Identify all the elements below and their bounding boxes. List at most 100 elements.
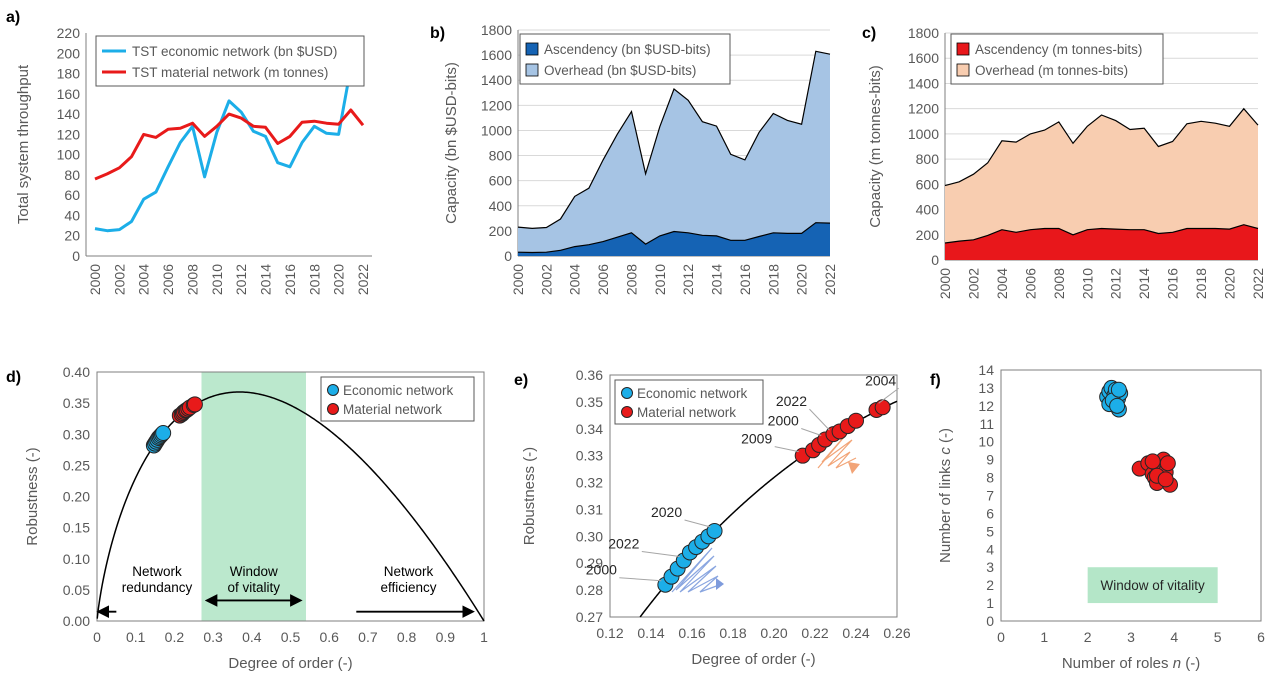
- material-trajectory-arrowhead: [848, 462, 860, 474]
- y-tick-label: 0.27: [576, 609, 603, 625]
- y-tick-label: 120: [57, 126, 81, 142]
- y-tick-label: 1: [986, 595, 994, 611]
- legend-swatch-1: [956, 63, 970, 77]
- x-tick-label: 0.14: [637, 625, 664, 641]
- year-label-leader: [809, 408, 830, 431]
- y-tick-label: 400: [916, 202, 940, 218]
- y-tick-label: 1200: [908, 101, 939, 117]
- panel-label: b): [430, 25, 445, 42]
- area-ascendency: [945, 224, 1258, 260]
- legend-box: [519, 33, 731, 85]
- y-tick-label: 7: [986, 488, 994, 504]
- legend-swatch-1: [525, 63, 539, 77]
- x-tick-label: 2006: [1022, 268, 1038, 299]
- y-tick-label: 1800: [908, 25, 939, 41]
- panel-label: d): [6, 369, 21, 386]
- y-tick-label: 0.25: [63, 457, 90, 473]
- x-tick-label: 2012: [233, 264, 249, 295]
- legend-marker-1: [327, 403, 339, 415]
- year-label: 2000: [586, 562, 617, 578]
- y-tick-label: 6: [986, 505, 994, 521]
- y-tick-label: 0.32: [576, 475, 603, 491]
- x-tick-label: 2022: [355, 264, 371, 295]
- x-tick-label: 2: [1084, 629, 1092, 645]
- panel-a: a) 0 20 40 60 80 100 120 140 160 180 200 220 2000 2002…: [6, 9, 372, 295]
- y-tick-label: 0: [72, 248, 80, 264]
- economic-trajectory-arrowhead: [716, 578, 724, 590]
- year-label-leader: [619, 577, 662, 582]
- y-axis-title: Robustness (-): [521, 447, 538, 545]
- data-point-economic: [1109, 397, 1126, 414]
- year-label-leader: [641, 551, 680, 558]
- x-tick-label: 2012: [1108, 268, 1124, 299]
- y-tick-label: 400: [489, 198, 513, 214]
- x-tick-label: 2020: [794, 264, 810, 295]
- x-tick-label: 2010: [1079, 268, 1095, 299]
- x-tick-label: 2016: [1165, 268, 1181, 299]
- year-label-leader: [801, 428, 822, 437]
- y-axis-title: Total system throughput: [15, 64, 32, 224]
- x-axis-title: Degree of order (-): [691, 651, 815, 668]
- x-tick-label: 2000: [937, 268, 953, 299]
- data-point-material: [874, 399, 891, 416]
- area-mid-outline: [517, 222, 831, 254]
- y-tick-label: 200: [916, 227, 940, 243]
- x-tick-label: 0.5: [281, 629, 301, 645]
- y-tick-label: 1600: [908, 50, 939, 66]
- annotation-efficiency-2: efficiency: [381, 580, 437, 595]
- y-tick-label: 11: [979, 416, 994, 432]
- x-tick-label: 1: [480, 629, 488, 645]
- area-top-outline: [517, 50, 831, 230]
- y-tick-label: 1600: [481, 47, 512, 63]
- year-label: 2022: [776, 393, 807, 409]
- y-tick-label: 1800: [481, 22, 512, 38]
- y-tick-label: 0.28: [576, 582, 603, 598]
- legend-box: [320, 376, 475, 422]
- data-point-economic: [706, 522, 723, 539]
- x-tick-label: 0.2: [165, 629, 185, 645]
- plot-frame: [609, 374, 898, 618]
- legend: Economic network Material network: [320, 376, 475, 422]
- x-axis-title: Degree of order (-): [228, 655, 352, 672]
- y-tick-label: 0: [504, 248, 512, 264]
- x-tick-label: 0.7: [358, 629, 378, 645]
- legend-entry-0: Economic network: [343, 383, 454, 398]
- y-tick-label: 0.40: [63, 364, 90, 380]
- y-tick-label: 0.00: [63, 613, 90, 629]
- x-tick-label: 0.22: [801, 625, 828, 641]
- y-axis-title: Capacity (bn $USD-bits): [443, 62, 460, 224]
- legend: TST economic network (bn $USD) TST materi…: [95, 35, 365, 87]
- x-tick-label: 2012: [680, 264, 696, 295]
- data-point-economic: [155, 425, 172, 442]
- legend-entry-0: Economic network: [637, 386, 748, 401]
- y-tick-label: 60: [64, 187, 80, 203]
- y-tick-label: 140: [57, 106, 81, 122]
- x-tick-label: 2004: [567, 264, 583, 295]
- panel-e: e) 0.27 0.28 0.29 0.30 0.31 0.32 0.33 0.34 0.35 0.…: [514, 367, 911, 668]
- legend-marker-1: [621, 406, 633, 418]
- x-tick-label: 2002: [965, 268, 981, 299]
- legend-entry-0: Ascendency (m tonnes-bits): [975, 42, 1142, 57]
- area-mid-outline: [944, 224, 1259, 244]
- x-tick-label: 0.26: [883, 625, 910, 641]
- y-tick-label: 0.36: [576, 367, 603, 383]
- x-tick-label: 2010: [652, 264, 668, 295]
- y-tick-label: 1000: [481, 122, 512, 138]
- data-point-material: [1159, 455, 1176, 472]
- y-tick-label: 800: [916, 151, 940, 167]
- legend-entry-1: Material network: [637, 405, 736, 420]
- year-label: 2000: [768, 413, 799, 429]
- y-tick-label: 14: [978, 362, 994, 378]
- y-tick-label: 0.30: [63, 426, 90, 442]
- y-tick-label: 1000: [908, 126, 939, 142]
- data-point-material: [848, 412, 864, 429]
- panel-f: f)Window of vitality01234567891011121314…: [930, 362, 1265, 672]
- y-tick-label: 0.35: [63, 395, 90, 411]
- y-tick-label: 12: [978, 398, 994, 414]
- x-tick-label: 2010: [209, 264, 225, 295]
- area-overhead: [518, 51, 830, 253]
- y-axis-title: Number of links c (-): [937, 428, 954, 563]
- x-tick-label: 5: [1214, 629, 1222, 645]
- x-tick-label: 2014: [1136, 268, 1152, 299]
- x-tick-label: 2006: [160, 264, 176, 295]
